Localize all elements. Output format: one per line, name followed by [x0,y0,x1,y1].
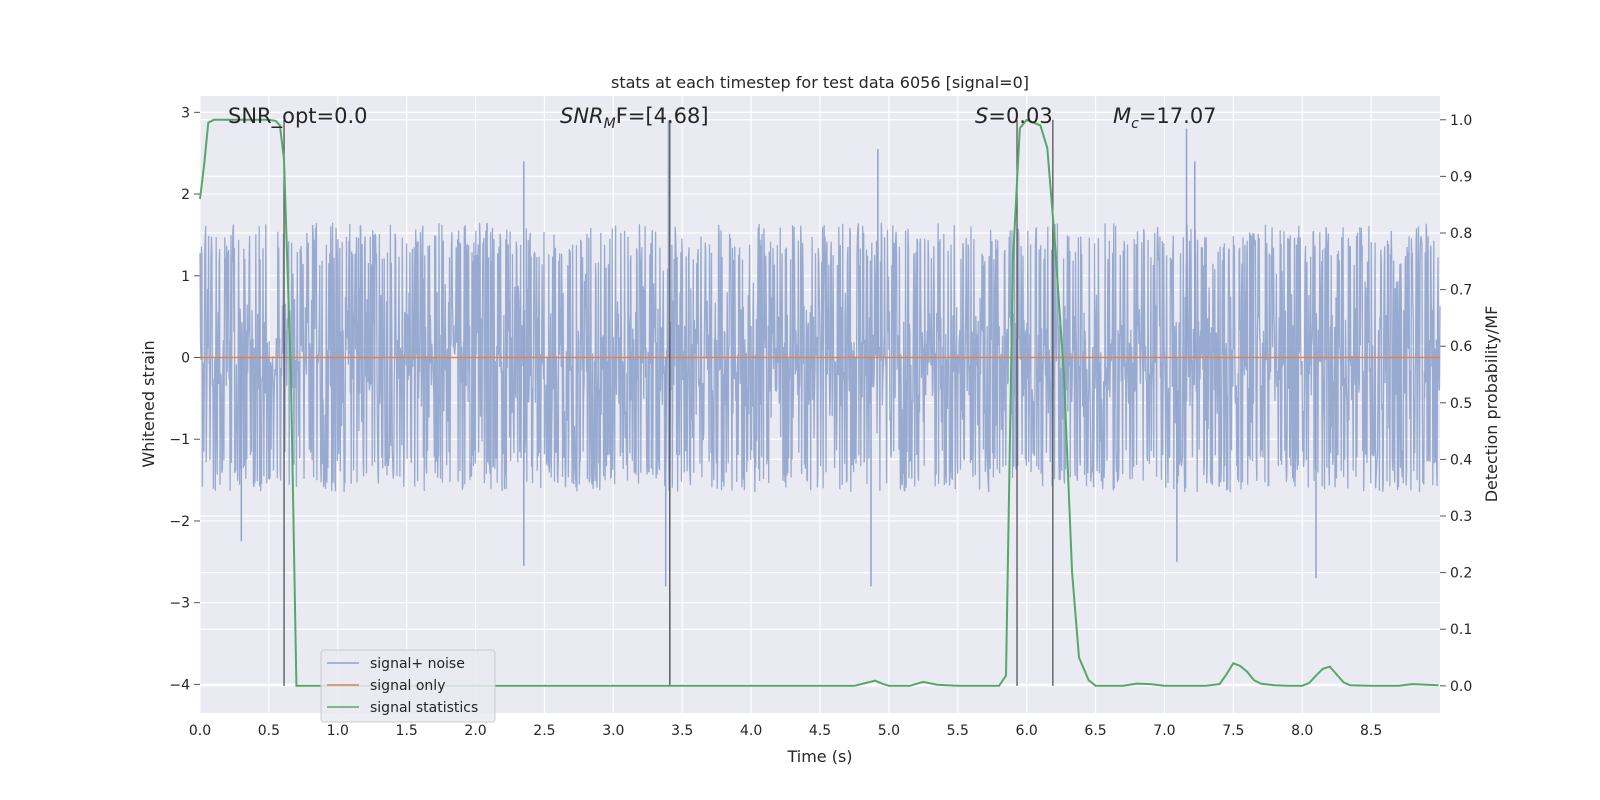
legend-label-signal-only: signal only [370,678,445,694]
y-left-tick-labels: 3 2 1 0 −1 −2 −3 −4 [169,105,190,693]
legend: signal+ noise signal only signal statist… [320,649,496,723]
y-right-tick-label: 0.0 [1450,679,1472,695]
y-right-tick-label: 1.0 [1450,113,1472,129]
y-right-tick-label: 0.7 [1450,283,1472,299]
mc-value: =17.07 [1139,104,1217,128]
legend-label-statistics: signal statistics [370,700,478,716]
mc-sub: c [1131,116,1139,132]
chart-title: stats at each timestep for test data 605… [611,73,1029,92]
series-signal-noise [199,120,1441,685]
x-axis-label: Time (s) [786,747,852,766]
x-tick-label: 5.5 [947,723,969,739]
x-tick-label: 2.0 [464,723,486,739]
annotation-s: S=0.03 [975,104,1053,128]
annotation-snr-opt: SNR_opt=0.0 [228,104,368,129]
snr-mf-sub: M [604,116,616,132]
x-tick-label: 8.0 [1291,723,1313,739]
snr-mf-rest: F=[4.68] [616,104,709,128]
y-left-tick-label: −2 [169,514,190,530]
y-right-tick-labels: 1.0 0.9 0.8 0.7 0.6 0.5 0.4 0.3 0.2 0.1 0.0 [1450,113,1472,695]
y-right-tick-label: 0.5 [1450,396,1472,412]
legend-box [320,649,496,723]
x-tick-label: 2.5 [533,723,555,739]
y-left-tick-label: −4 [169,677,190,693]
y-left-tick-label: 2 [181,187,190,203]
y-right-tick-label: 0.2 [1450,566,1472,582]
x-tick-label: 8.5 [1360,723,1382,739]
y-right-tick-label: 0.4 [1450,452,1472,468]
s-label: S [975,104,988,128]
legend-label-noise: signal+ noise [370,656,465,672]
x-tick-label: 5.0 [878,723,900,739]
noise-line [199,222,1441,493]
x-tick-label: 0.0 [189,723,211,739]
x-tick-label: 1.0 [327,723,349,739]
x-tick-label: 1.5 [396,723,418,739]
x-tick-label: 7.0 [1153,723,1175,739]
y-left-tick-label: 0 [181,351,190,367]
annotation-mc: Mc=17.07 [1113,104,1217,132]
s-value: =0.03 [988,104,1052,128]
x-tick-label: 4.0 [740,723,762,739]
y-right-tick-label: 0.6 [1450,339,1472,355]
y-left-axis-label: Whitened strain [139,340,158,467]
x-tick-label: 6.0 [1016,723,1038,739]
series-signal-statistics [199,118,1439,687]
y-right-axis-label: Detection probability/MF [1482,306,1501,503]
x-tick-label: 0.5 [258,723,280,739]
snr-mf-base: SNR [560,104,604,128]
y-right-tick-label: 0.9 [1450,169,1472,185]
x-tick-label: 6.5 [1084,723,1106,739]
statistics-line [199,118,1439,687]
x-tick-label: 7.5 [1222,723,1244,739]
y-left-tick-label: 1 [181,269,190,285]
x-tick-label: 3.0 [602,723,624,739]
y-left-tick-label: −1 [169,432,190,448]
y-right-tick-label: 0.1 [1450,622,1472,638]
mc-base: M [1113,104,1131,128]
y-left-tick-label: 3 [181,105,190,121]
y-right-tick-label: 0.3 [1450,509,1472,525]
annotation-snr-mf: SNRMF=[4.68] [560,104,709,132]
y-left-tick-label: −3 [169,596,190,612]
x-tick-label: 4.5 [809,723,831,739]
x-tick-label: 3.5 [671,723,693,739]
x-tick-labels: 0.0 0.5 1.0 1.5 2.0 2.5 3.0 3.5 4.0 4.5 5.0 5.5 6.0 6… [189,723,1382,739]
y-right-tick-label: 0.8 [1450,226,1472,242]
